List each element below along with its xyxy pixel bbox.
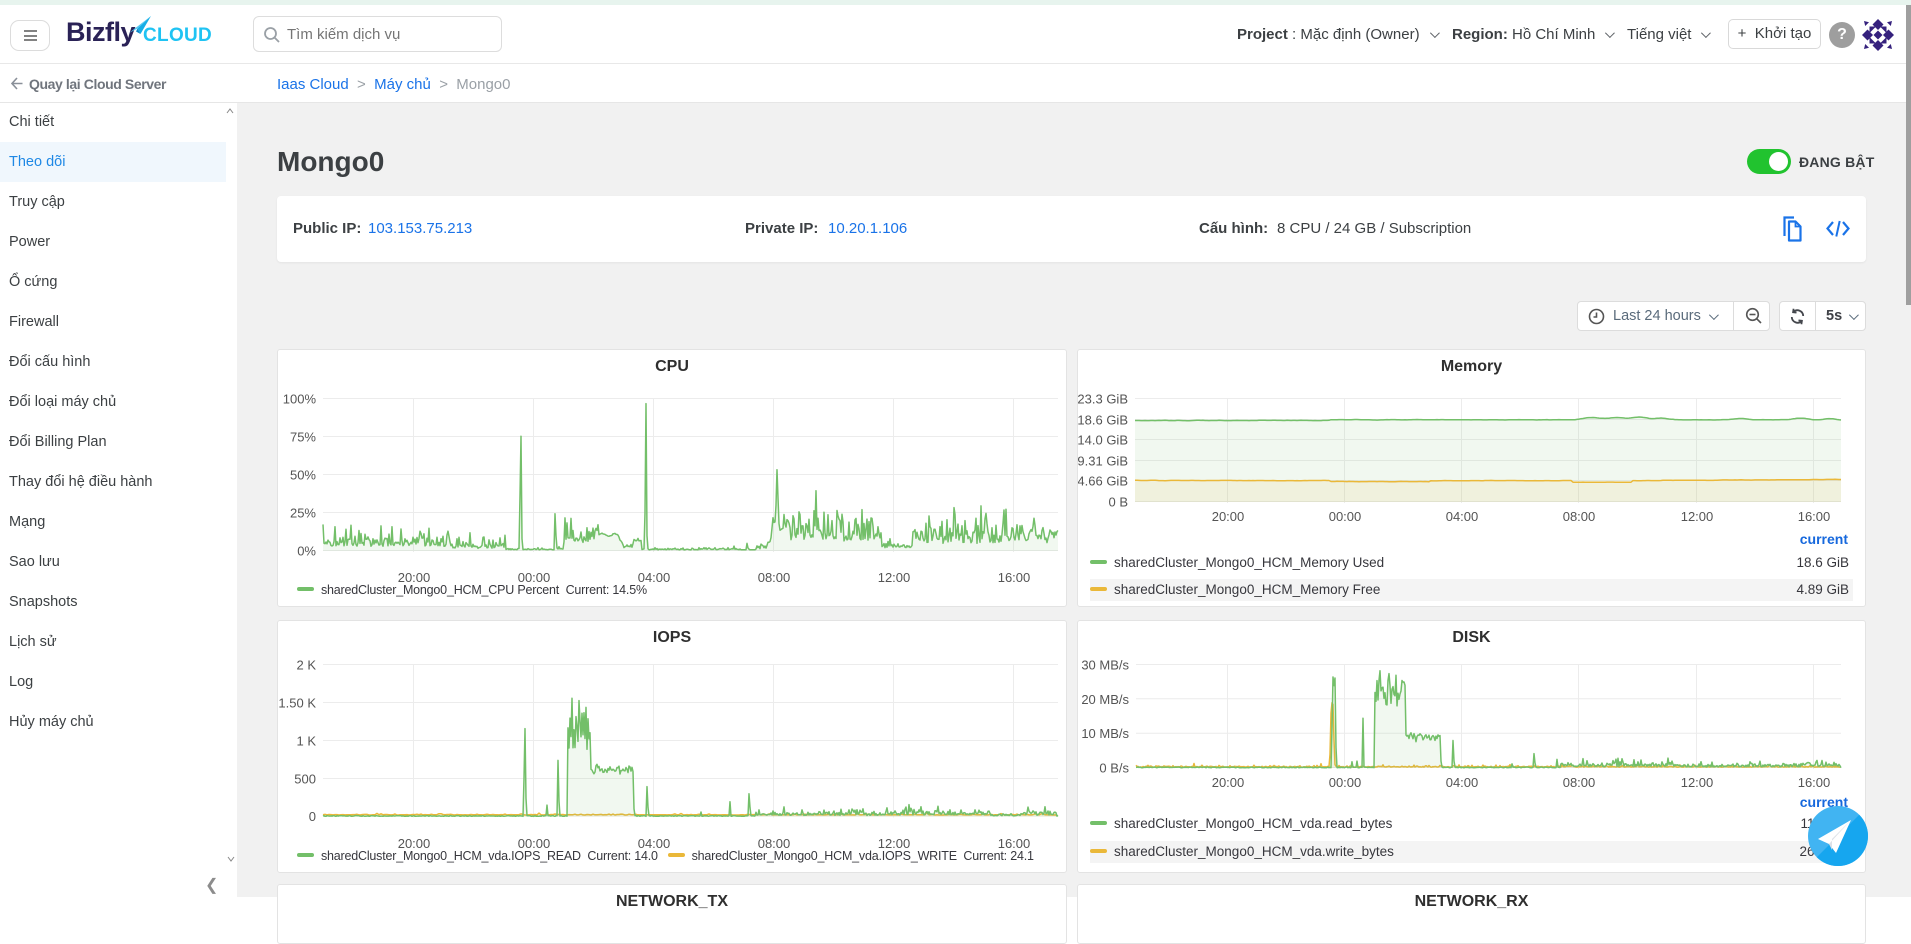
svg-text:20:00: 20:00 <box>398 836 431 851</box>
svg-text:08:00: 08:00 <box>1563 775 1596 790</box>
svg-text:25%: 25% <box>290 506 316 521</box>
svg-text:12:00: 12:00 <box>878 836 911 851</box>
svg-text:10 MB/s: 10 MB/s <box>1081 726 1129 741</box>
svg-text:00:00: 00:00 <box>1329 775 1362 790</box>
svg-text:00:00: 00:00 <box>518 836 551 851</box>
svg-text:14.0 GiB: 14.0 GiB <box>1078 433 1128 448</box>
svg-text:1.50 K: 1.50 K <box>278 696 316 711</box>
svg-text:12:00: 12:00 <box>878 570 911 585</box>
svg-text:04:00: 04:00 <box>1446 509 1479 524</box>
svg-text:75%: 75% <box>290 430 316 445</box>
svg-text:08:00: 08:00 <box>758 570 791 585</box>
svg-text:04:00: 04:00 <box>1446 775 1479 790</box>
svg-text:12:00: 12:00 <box>1681 775 1714 790</box>
svg-text:0 B/s: 0 B/s <box>1099 761 1129 776</box>
svg-text:2 K: 2 K <box>296 658 316 673</box>
svg-text:16:00: 16:00 <box>998 570 1031 585</box>
svg-text:20:00: 20:00 <box>398 570 431 585</box>
svg-text:16:00: 16:00 <box>1798 775 1831 790</box>
svg-text:9.31 GiB: 9.31 GiB <box>1078 454 1128 469</box>
svg-text:18.6 GiB: 18.6 GiB <box>1078 413 1128 428</box>
svg-text:0: 0 <box>309 809 316 824</box>
svg-text:500: 500 <box>294 772 316 787</box>
svg-text:04:00: 04:00 <box>638 836 671 851</box>
svg-text:20:00: 20:00 <box>1212 509 1245 524</box>
svg-text:23.3 GiB: 23.3 GiB <box>1078 392 1128 407</box>
svg-text:20:00: 20:00 <box>1212 775 1245 790</box>
svg-text:04:00: 04:00 <box>638 570 671 585</box>
svg-text:4.66 GiB: 4.66 GiB <box>1078 474 1128 489</box>
svg-text:50%: 50% <box>290 468 316 483</box>
svg-text:0 B: 0 B <box>1108 495 1128 510</box>
svg-text:1 K: 1 K <box>296 734 316 749</box>
svg-text:12:00: 12:00 <box>1681 509 1714 524</box>
svg-text:16:00: 16:00 <box>998 836 1031 851</box>
svg-text:100%: 100% <box>283 392 317 407</box>
svg-text:08:00: 08:00 <box>758 836 791 851</box>
svg-text:20 MB/s: 20 MB/s <box>1081 692 1129 707</box>
svg-text:0%: 0% <box>297 544 316 559</box>
svg-text:08:00: 08:00 <box>1563 509 1596 524</box>
svg-text:16:00: 16:00 <box>1798 509 1831 524</box>
svg-text:00:00: 00:00 <box>518 570 551 585</box>
svg-text:00:00: 00:00 <box>1329 509 1362 524</box>
svg-text:30 MB/s: 30 MB/s <box>1081 658 1129 673</box>
